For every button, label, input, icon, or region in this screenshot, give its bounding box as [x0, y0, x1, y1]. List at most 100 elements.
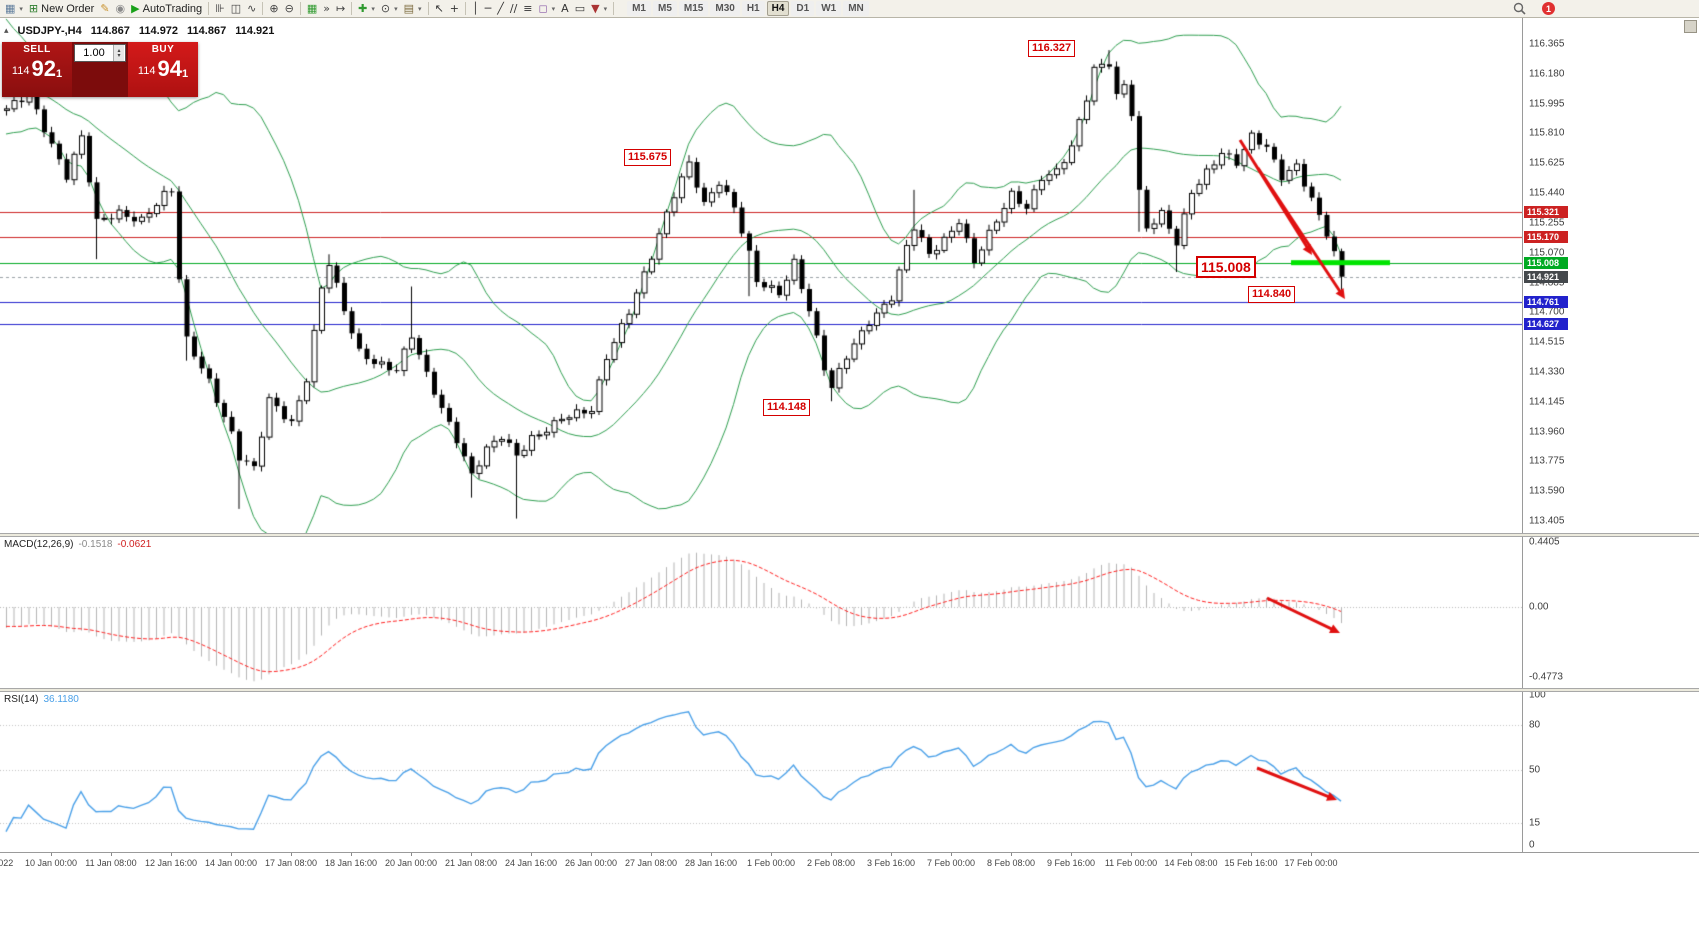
- trendline-button[interactable]: ╱: [494, 1, 507, 17]
- auto-scroll-button[interactable]: »: [320, 1, 333, 17]
- zoom-out-button[interactable]: ⊖: [282, 1, 297, 17]
- text-label-button[interactable]: ▭: [572, 1, 588, 17]
- cursor-icon: ↖: [434, 2, 444, 15]
- price-axis-label: 114.700: [1529, 306, 1565, 318]
- panel-separator[interactable]: [0, 688, 1699, 692]
- crosshair-icon: +: [449, 2, 459, 15]
- timeframe-d1-button[interactable]: D1: [791, 1, 815, 16]
- sounds-button[interactable]: ◉: [113, 1, 129, 17]
- autotrading-icon: ▶: [131, 2, 140, 15]
- fibonacci-button[interactable]: ≡: [520, 1, 535, 17]
- timeframe-m15-button[interactable]: M15: [678, 1, 709, 16]
- fibonacci-icon: ≡: [523, 2, 533, 15]
- time-axis-label: 3 Feb 16:00: [866, 858, 916, 868]
- timeframe-m30-button[interactable]: M30: [710, 1, 740, 16]
- vertical-line-icon: │: [472, 2, 479, 15]
- rsi-axis: 100 80 50 15 0: [1522, 689, 1699, 852]
- time-axis-tick: [1311, 853, 1312, 856]
- indicators-button[interactable]: ✚ ▾: [355, 1, 378, 17]
- volume-input[interactable]: [75, 45, 113, 61]
- time-axis-tick: [831, 853, 832, 856]
- channel-button[interactable]: ∕∕: [507, 1, 520, 17]
- time-axis-tick: [711, 853, 712, 856]
- trendline-icon: ╱: [497, 2, 504, 15]
- timeframe-w1-button[interactable]: W1: [816, 1, 842, 16]
- new-order-icon: ⊞: [28, 2, 39, 15]
- vertical-line-button[interactable]: │: [469, 1, 482, 17]
- timeframe-h4-button[interactable]: H4: [766, 1, 790, 16]
- volume-stepper[interactable]: ▴ ▾: [113, 45, 124, 61]
- timeframe-m1-button[interactable]: M1: [627, 1, 651, 16]
- rsi-axis-label: 0: [1529, 839, 1535, 851]
- periods-button[interactable]: ⊙ ▾: [378, 1, 401, 17]
- time-axis-tick: [351, 853, 352, 856]
- macd-axis-label: 0.4405: [1529, 536, 1560, 548]
- arrows-button[interactable]: ▼ ▾: [588, 1, 610, 17]
- toolbar-right: 1: [1513, 2, 1555, 15]
- zoom-in-button[interactable]: ⊕: [266, 1, 281, 17]
- rsi-value: 36.1180: [43, 694, 79, 705]
- line-chart-button[interactable]: ∿: [244, 1, 259, 17]
- bar-chart-button[interactable]: ⊪: [212, 1, 228, 17]
- sell-button[interactable]: SELL 114 92 1: [2, 42, 72, 97]
- toolbar-separator: [299, 2, 301, 15]
- metaeditor-icon: ✎: [100, 2, 110, 15]
- chevron-down-icon: ▾: [394, 4, 398, 13]
- cursor-button[interactable]: ↖: [432, 1, 447, 17]
- level-price-badge: 115.008: [1524, 256, 1568, 269]
- new-order-label: New Order: [41, 2, 95, 15]
- text-button[interactable]: A: [558, 1, 572, 17]
- shapes-button[interactable]: ◻ ▾: [536, 1, 559, 17]
- autotrading-button[interactable]: ▶ AutoTrading: [128, 1, 205, 17]
- chevron-down-icon: ▾: [371, 4, 375, 13]
- price-callout: 114.148: [763, 399, 811, 416]
- rsi-canvas[interactable]: [0, 692, 1522, 852]
- candlestick-chart-button[interactable]: ◫: [228, 1, 244, 17]
- tile-windows-button[interactable]: ▦: [304, 1, 320, 17]
- macd-axis: 0.4405 0.00 -0.4773: [1522, 537, 1699, 688]
- notification-badge[interactable]: 1: [1542, 2, 1555, 15]
- price-chart-canvas[interactable]: [0, 18, 1522, 533]
- timeframe-m5-button[interactable]: M5: [653, 1, 677, 16]
- text-icon: A: [561, 2, 569, 15]
- chevron-down-icon: ▾: [551, 4, 556, 13]
- time-axis-tick: [411, 853, 412, 856]
- price-axis-label: 113.590: [1529, 485, 1565, 497]
- autotrading-label: AutoTrading: [142, 2, 203, 15]
- chart-shift-button[interactable]: ↦: [333, 1, 348, 17]
- toolbar-separator: [262, 2, 264, 15]
- time-axis-label: 21 Jan 08:00: [444, 858, 498, 868]
- toolbar-buttons: ▦ ▾ ⊞ New Order ✎ ◉ ▶ AutoTrading ⊪ ◫ ∿ ⊕ ⊖ ▦» ↦ ✚ ▾ ⊙ ▾ ▤ ▾…: [2, 1, 617, 17]
- new-order-button[interactable]: ⊞ New Order: [26, 1, 97, 17]
- time-axis-tick: [51, 853, 52, 856]
- chevron-down-icon: ▾: [603, 4, 608, 13]
- rsi-title: RSI(14): [4, 694, 39, 705]
- time-axis-tick: [291, 853, 292, 856]
- macd-value-main: -0.1518: [78, 539, 113, 550]
- price-axis-label: 115.255: [1529, 217, 1565, 229]
- time-axis-tick: [231, 853, 232, 856]
- rsi-axis-label: 100: [1529, 689, 1546, 701]
- timeframe-mn-button[interactable]: MN: [843, 1, 869, 16]
- chart-scrollbar-thumb[interactable]: [1684, 20, 1697, 33]
- toolbar-separator: [351, 2, 353, 15]
- candlestick-chart-icon: ◫: [230, 2, 242, 15]
- panel-separator[interactable]: [0, 533, 1699, 537]
- macd-canvas[interactable]: [0, 537, 1522, 688]
- search-icon[interactable]: [1513, 2, 1526, 15]
- chevron-down-icon: ▾: [19, 4, 23, 13]
- templates-button[interactable]: ▤ ▾: [401, 1, 425, 17]
- text-label-icon: ▭: [574, 2, 586, 15]
- macd-header: MACD(12,26,9) -0.1518 -0.0621: [4, 539, 156, 550]
- time-axis-label: 17 Feb 00:00: [1284, 858, 1338, 868]
- sell-label: SELL: [23, 44, 51, 55]
- rsi-header: RSI(14) 36.1180: [4, 694, 84, 705]
- macd-axis-label: 0.00: [1529, 601, 1549, 613]
- crosshair-button[interactable]: +: [447, 1, 462, 17]
- metaeditor-button[interactable]: ✎: [97, 1, 112, 17]
- horizontal-line-button[interactable]: ─: [482, 1, 495, 17]
- buy-button[interactable]: BUY 114 94 1: [128, 42, 198, 97]
- new-chart-button[interactable]: ▦ ▾: [2, 1, 26, 17]
- timeframe-h1-button[interactable]: H1: [741, 1, 765, 16]
- toolbar-separator: [465, 2, 466, 15]
